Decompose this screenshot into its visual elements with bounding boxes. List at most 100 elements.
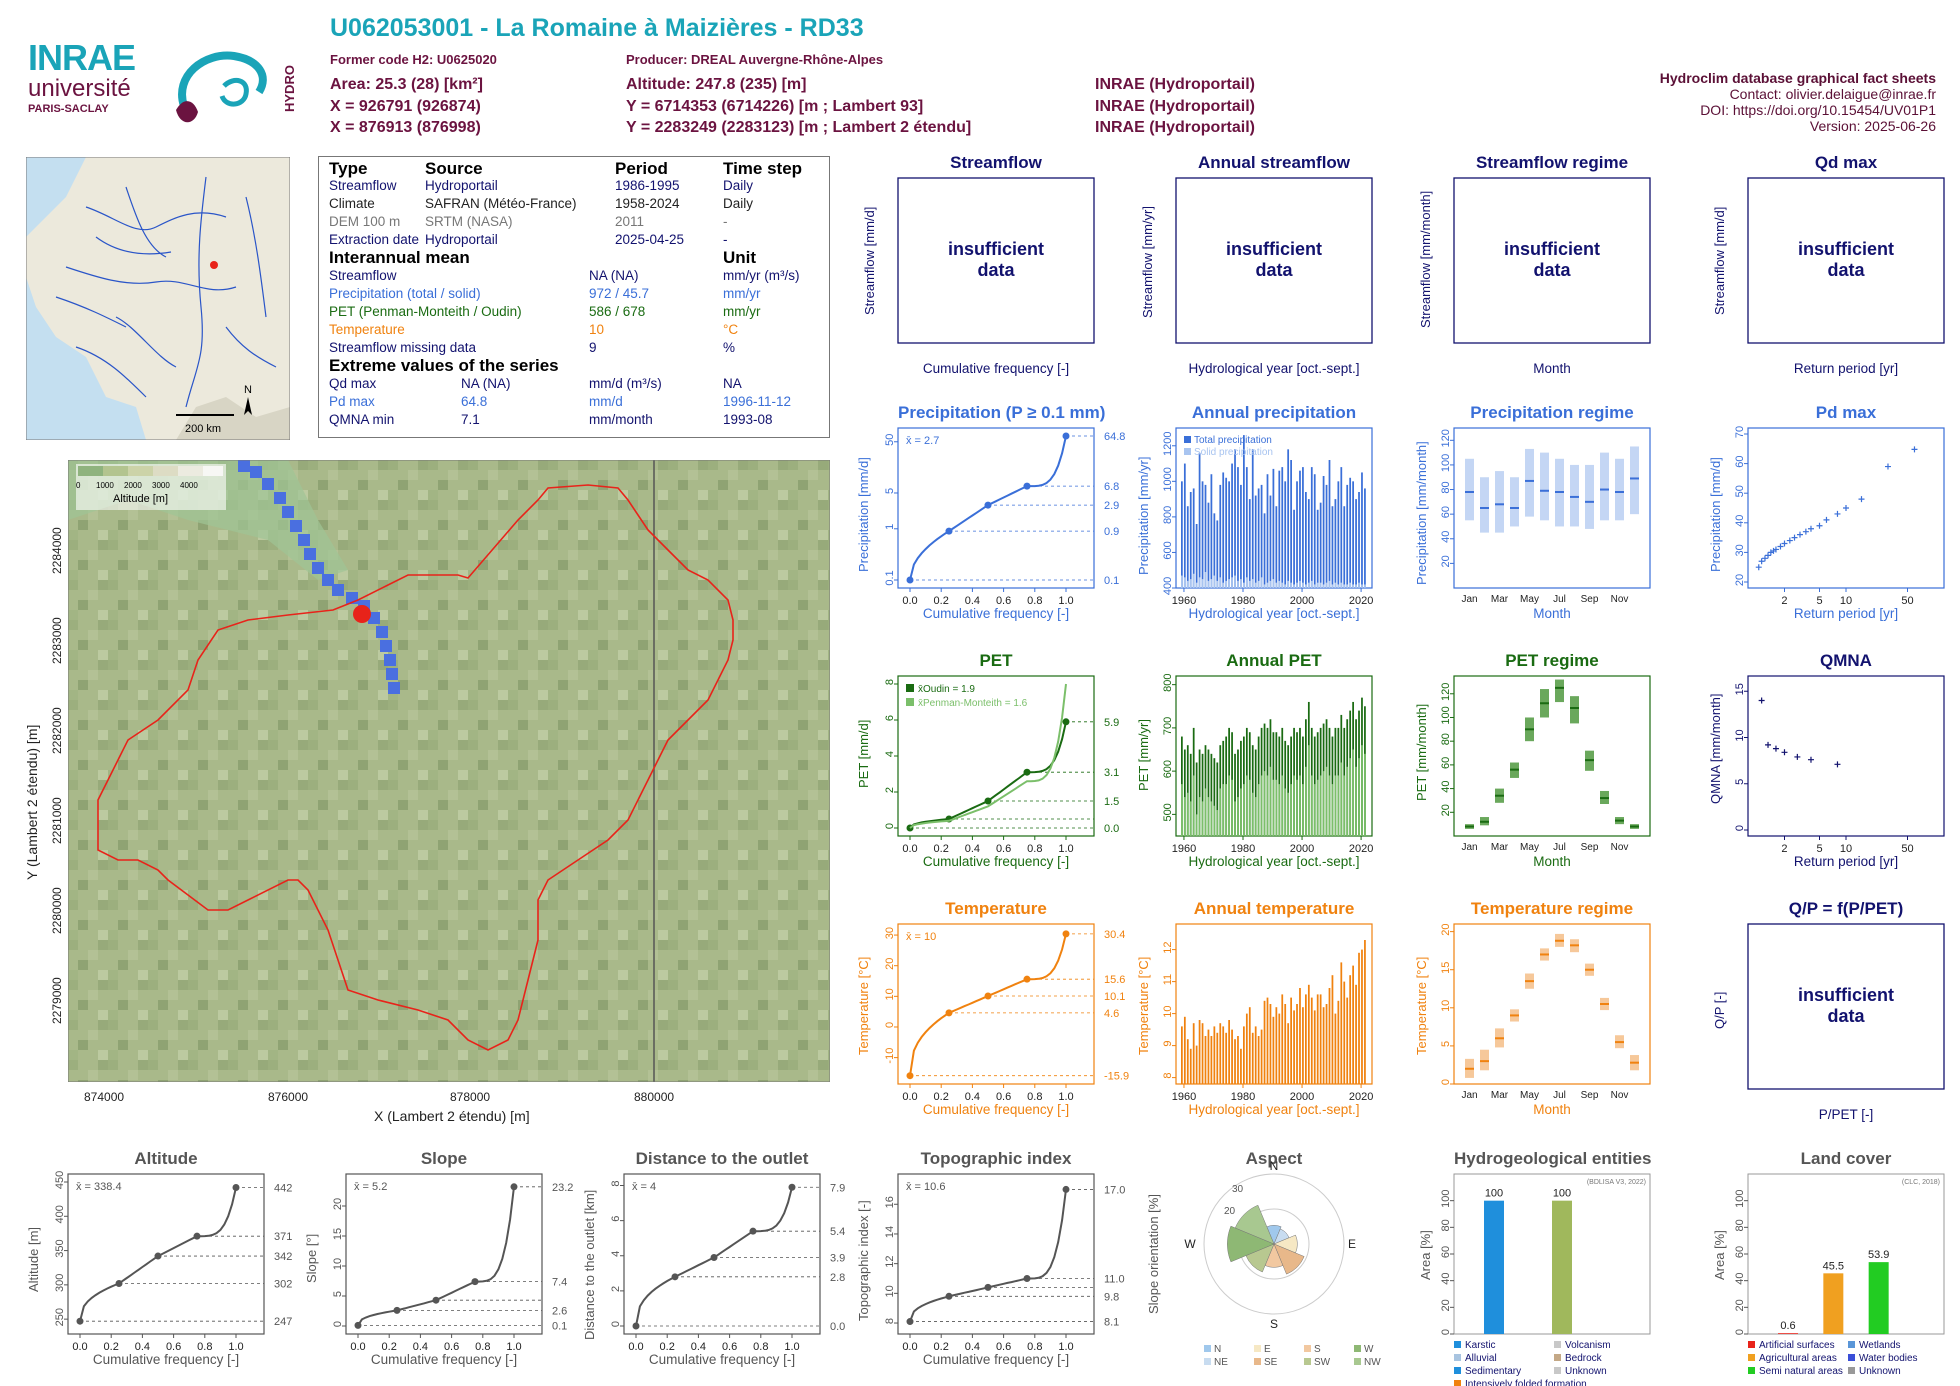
ytick-label: 0 (1734, 1329, 1746, 1335)
y-lambert2e: Y = 2283249 (2283123) [m ; Lambert 2 éte… (626, 119, 972, 136)
aspect-ring-label: 30 (1232, 1184, 1244, 1195)
qmna-point (1765, 741, 1772, 748)
annual_pet-bar (1346, 766, 1349, 836)
aspect-slice (1227, 1225, 1275, 1263)
annual_precip-bar (1237, 467, 1239, 588)
hydrogeo-ylabel: Area [%] (1418, 1229, 1433, 1280)
contact-link[interactable]: Contact: olivier.delaigue@inrae.fr (1729, 86, 1936, 102)
landcover-legend-label: Artificial surfaces (1759, 1340, 1835, 1351)
annual_temp-bar (1322, 1007, 1325, 1084)
basin-xlabel: X (Lambert 2 étendu) [m] (374, 1108, 530, 1124)
logo-hydro-text: HYDRO (282, 65, 297, 112)
annual_temp-bar (1310, 997, 1313, 1084)
annual_temp-bar (1272, 1016, 1275, 1084)
xtick-label: 0.2 (934, 843, 949, 855)
aspect-ring-label: 20 (1224, 1206, 1236, 1217)
pet-legend-1: x̄Oudin = 1.9 (918, 684, 975, 695)
annual_temp-plot: 8 9 10 11 12 1960 1980 2000 2020 (1162, 923, 1373, 1103)
xtick-label: 1.0 (228, 1341, 243, 1353)
annual_pet-bar (1189, 753, 1192, 836)
annual_precip-bar (1328, 580, 1331, 588)
altitude-ylabel: Altitude [m] (26, 1227, 41, 1293)
altitude-right-label: 442 (274, 1182, 292, 1194)
xtick-label: 0.8 (197, 1341, 212, 1353)
annual_precip-bar (1254, 495, 1257, 588)
altitude-title: Altitude (134, 1149, 198, 1168)
pet-title: PET (979, 651, 1013, 670)
pet-curve-0 (909, 721, 1067, 829)
landcover-source: (CLC, 2018) (1902, 1179, 1940, 1186)
month-label: Jan (1461, 594, 1477, 605)
annual_temp-bar (1248, 1007, 1251, 1084)
doi-link[interactable]: DOI: https://doi.org/10.15454/UV01P1 (1700, 102, 1936, 118)
annual_precip-bar (1210, 474, 1213, 588)
streamflow-title: Streamflow (950, 153, 1042, 172)
aspect-slice (1273, 1243, 1305, 1275)
qmna-point (1807, 756, 1814, 763)
pd_max-point (1765, 552, 1772, 559)
altitude-value: Altitude: 247.8 (235) [m] (626, 76, 807, 93)
annual_temp-bar (1325, 1004, 1328, 1084)
annual_pet-bar (1328, 775, 1331, 836)
ytick-label: 300 (54, 1274, 66, 1292)
annual_precip-bar (1204, 484, 1207, 588)
annual_temp-bar (1284, 1004, 1287, 1084)
ytick-label: 120 (1440, 683, 1452, 701)
database-name: Hydroclim database graphical fact sheets (1659, 70, 1936, 86)
annual_precip-bar (1183, 463, 1186, 588)
annual_precip-bar (1222, 472, 1225, 588)
page-title: U062053001 - La Romaine à Maizières - RD… (330, 14, 864, 42)
ytick-label: 800 (1162, 673, 1174, 691)
ytick-label: 0 (884, 823, 896, 829)
pet_regime-box (1555, 679, 1564, 703)
streamflow-ylabel: Streamflow [mm/d] (862, 206, 877, 315)
xtick-label: 2020 (1349, 1091, 1373, 1103)
distance-right-label: 5.4 (830, 1226, 845, 1238)
basin-ytick-0: 2284000 (50, 527, 64, 574)
annual_precip-bar (1251, 449, 1254, 588)
xtick-label: 2000 (1290, 1091, 1314, 1103)
qmna-point (1758, 697, 1765, 704)
annual_precip-bar (1349, 582, 1352, 588)
pd_max-point (1791, 534, 1798, 541)
landcover-legend-swatch (1848, 1341, 1855, 1348)
xtick-label: 1.0 (1058, 1091, 1073, 1103)
xtick-label: 0.2 (382, 1341, 397, 1353)
ytick-label: 100 (1440, 454, 1452, 472)
hydrogeo-legend-label: Bedrock (1565, 1353, 1603, 1364)
month-label: Sep (1581, 594, 1599, 605)
annual_pet-bar (1222, 784, 1225, 836)
annual_precip-bar (1216, 580, 1219, 588)
annual_pet-bar (1361, 745, 1363, 836)
landcover-title: Land cover (1800, 1149, 1892, 1168)
ytick-label: 20 (1440, 804, 1452, 816)
slope-right-label: 0.1 (552, 1320, 567, 1332)
annual_streamflow-ylabel: Streamflow [mm/yr] (1140, 206, 1155, 319)
xtick-label: 1.0 (506, 1341, 521, 1353)
annual_pet-bar (1302, 784, 1304, 836)
annual_temp-bar (1204, 1036, 1207, 1084)
month-label: Jan (1461, 1090, 1477, 1101)
landcover-legend-swatch (1848, 1354, 1855, 1361)
basin-xtick-3: 880000 (634, 1090, 675, 1104)
annual_pet-bar (1296, 779, 1298, 836)
annual_precip-bar (1192, 488, 1195, 588)
ytick-label: 8 (884, 679, 896, 685)
annual_precip-bar (1245, 467, 1248, 588)
ytick-label: 40 (1440, 531, 1452, 543)
ytick-label: 60 (1734, 455, 1746, 467)
precip_regime-plot: 20 40 60 80 100 120 Jan Mar May Jul Sep Nov (1440, 427, 1651, 605)
qd_max-message: insufficient data (1797, 238, 1894, 280)
temp_regime-box (1480, 1049, 1489, 1071)
pd_max-point (1786, 537, 1793, 544)
annual_precip-bar (1219, 577, 1222, 588)
ytick-label: 8 (610, 1180, 622, 1186)
ytick-label: 60 (1734, 1246, 1746, 1258)
aspect-legend-swatch (1304, 1345, 1311, 1352)
annual_pet-bar (1322, 771, 1325, 836)
hydrogeo-legend-swatch (1454, 1367, 1461, 1374)
annual_temp-bar (1213, 1026, 1216, 1084)
ext-date-2: 1993-08 (723, 412, 773, 427)
annual_pet-bar (1195, 762, 1198, 836)
annual_precip-bar (1251, 579, 1254, 588)
